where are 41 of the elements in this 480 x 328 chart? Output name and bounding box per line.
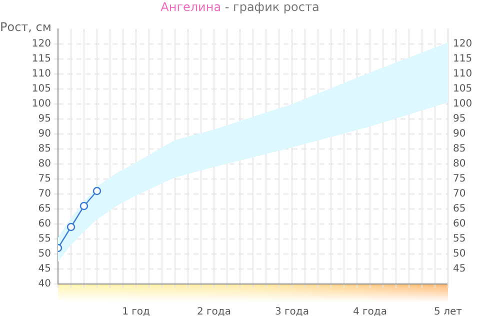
y-tick-label: 115 (32, 54, 51, 65)
y2-tick-label: 50 (453, 248, 466, 260)
y2-tick-label: 55 (453, 234, 466, 245)
y2-tick-label: 65 (453, 204, 466, 215)
y2-tick-label: 85 (453, 144, 466, 155)
y-tick-label: 75 (38, 174, 51, 185)
y2-tick-label: 110 (453, 68, 472, 80)
y-tick-label: 100 (32, 98, 51, 110)
y-tick-label: 90 (38, 128, 51, 140)
chart-subtitle: - график роста (224, 0, 320, 14)
y-tick-label: 110 (32, 68, 51, 80)
y-axis-title: Рост, см (0, 20, 52, 34)
y2-tick-label: 75 (453, 174, 466, 185)
x-tick-label: 5 лет (434, 306, 462, 318)
y2-tick-label: 105 (453, 84, 472, 95)
x-tick-label: 2 года (197, 306, 231, 318)
y2-tick-label: 120 (453, 38, 472, 50)
y2-tick-label: 70 (453, 188, 466, 200)
x-tick-label: 3 года (275, 306, 309, 318)
y-tick-label: 95 (38, 114, 51, 125)
y-tick-label: 45 (38, 264, 51, 275)
y-tick-label: 65 (38, 204, 51, 215)
y-tick-label: 80 (38, 158, 51, 170)
y2-tick-label: 60 (453, 218, 466, 230)
y-tick-label: 55 (38, 234, 51, 245)
x-tick-label: 1 год (122, 306, 150, 318)
x-tick-label: 4 года (353, 306, 387, 318)
y-tick-label: 40 (38, 278, 51, 290)
y2-tick-label: 100 (453, 98, 472, 110)
y-tick-label: 70 (38, 188, 51, 200)
chart-title: Ангелина (160, 0, 222, 14)
y-tick-label: 120 (32, 38, 51, 50)
y2-tick-label: 80 (453, 158, 466, 170)
y-tick-label: 85 (38, 144, 51, 155)
y-tick-label: 60 (38, 218, 51, 230)
y2-tick-label: 45 (453, 264, 466, 275)
y-tick-label: 105 (32, 84, 51, 95)
y-tick-label: 50 (38, 248, 51, 260)
y2-tick-label: 90 (453, 128, 466, 140)
y2-tick-label: 95 (453, 114, 466, 125)
y2-tick-label: 115 (453, 54, 472, 65)
